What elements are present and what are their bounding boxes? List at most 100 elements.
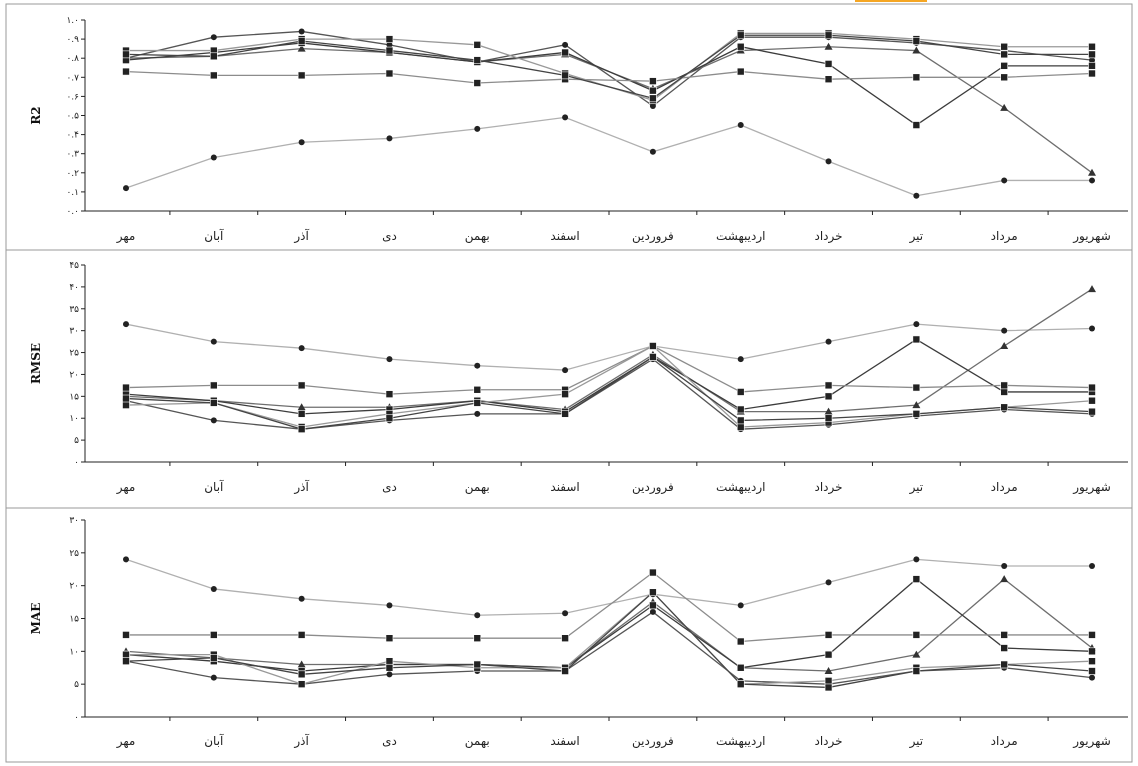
- data-point: [386, 356, 393, 363]
- data-point: [473, 56, 482, 64]
- series-line: [125, 578, 1093, 672]
- data-point: [649, 77, 657, 85]
- series-line: [125, 34, 1092, 100]
- data-point: [912, 383, 921, 392]
- x-tick-label: شهریور: [1072, 480, 1111, 495]
- data-point: [649, 148, 656, 155]
- panel-rmse: ۰ ۵ ۱۰ ۱۵ ۲۰ ۲۵ ۳۰ ۳۵ ۴۰ ۴۵ مهر آبان آذر دی بهمن اسفند ف…: [29, 261, 1128, 495]
- y-tick-label: ۰.۰: [66, 207, 79, 217]
- data-point: [824, 677, 833, 685]
- series-4: [122, 39, 1096, 129]
- y-tick-label: ۵: [74, 436, 79, 446]
- data-point: [1089, 562, 1095, 569]
- data-point: [297, 381, 306, 390]
- data-point: [912, 335, 921, 344]
- data-point: [912, 401, 921, 409]
- data-point: [1088, 407, 1096, 416]
- y-tick-label: ۵: [74, 680, 79, 690]
- data-point: [297, 410, 306, 418]
- y-tick-label: ۴۵: [69, 261, 79, 271]
- x-tick-label: آبان: [204, 479, 224, 494]
- data-point: [824, 42, 833, 50]
- data-point: [1088, 647, 1096, 656]
- data-point: [561, 410, 569, 418]
- data-point: [1088, 69, 1096, 78]
- series-7: [122, 588, 1096, 692]
- data-point: [210, 34, 217, 41]
- y-tick-label: ۱.۰: [66, 16, 79, 26]
- x-tick-label: دی: [382, 229, 397, 243]
- data-point: [298, 595, 305, 602]
- data-point: [562, 41, 569, 48]
- data-point: [122, 657, 130, 665]
- data-point: [210, 154, 217, 161]
- data-point: [385, 390, 394, 398]
- data-point: [824, 631, 833, 639]
- data-point: [297, 680, 306, 688]
- data-point: [1088, 50, 1096, 59]
- data-point: [825, 158, 832, 165]
- data-point: [1089, 177, 1095, 184]
- x-tick-label: مهر: [116, 734, 136, 749]
- data-point: [562, 367, 569, 374]
- data-point: [1001, 177, 1008, 184]
- data-point: [123, 556, 129, 563]
- data-point: [736, 388, 745, 396]
- x-tick-label: فروردین: [632, 229, 674, 244]
- window-accent-strip: [855, 0, 927, 2]
- x-tick-label: خرداد: [815, 480, 843, 495]
- data-point: [1000, 73, 1008, 82]
- series-line: [125, 30, 1093, 107]
- x-tick-label: تیر: [909, 480, 924, 495]
- data-point: [912, 37, 921, 45]
- x-tick-label: اردیبهشت: [716, 734, 765, 749]
- y-tick-label: ۰.۵: [66, 112, 79, 122]
- data-point: [210, 71, 218, 80]
- data-point: [297, 403, 306, 411]
- x-tick-label: تیر: [909, 229, 924, 244]
- y-tick-label: ۲۰: [69, 582, 79, 592]
- series-line: [125, 356, 1093, 430]
- y-tick-label: ۰.۹: [66, 35, 79, 45]
- data-point: [912, 667, 921, 675]
- x-tick-label: تیر: [909, 734, 924, 749]
- series-line: [126, 591, 1093, 685]
- data-point: [737, 602, 744, 609]
- data-point: [386, 602, 393, 609]
- data-point: [913, 556, 920, 563]
- data-point: [1088, 396, 1096, 405]
- data-point: [1000, 631, 1008, 639]
- data-point: [649, 608, 656, 615]
- data-point: [824, 75, 833, 84]
- data-point: [122, 50, 130, 59]
- y-tick-label: ۰: [74, 458, 79, 468]
- data-point: [298, 139, 305, 146]
- y-tick-label: ۰.۸: [66, 54, 79, 64]
- x-tick-label: مهر: [116, 480, 136, 495]
- series-3: [122, 285, 1096, 415]
- y-tick-label: ۱۰: [69, 414, 79, 424]
- data-point: [912, 575, 921, 583]
- data-point: [736, 637, 745, 646]
- y-tick-label: ۱۵: [69, 615, 79, 625]
- data-point: [473, 79, 482, 87]
- x-tick-label: مرداد: [991, 480, 1018, 495]
- series-1: [123, 114, 1095, 199]
- series-line: [125, 345, 1093, 395]
- series-line: [125, 323, 1093, 371]
- x-tick-label: مهر: [116, 229, 136, 244]
- y-axis-title: MAE: [29, 603, 43, 635]
- data-point: [210, 585, 217, 592]
- data-point: [912, 410, 921, 418]
- x-tick-label: مرداد: [991, 734, 1018, 749]
- x-tick-label: بهمن: [465, 229, 490, 244]
- data-point: [561, 390, 569, 398]
- data-point: [824, 60, 833, 68]
- data-point: [649, 601, 657, 610]
- data-point: [122, 383, 130, 392]
- data-point: [737, 356, 744, 363]
- data-point: [1000, 403, 1008, 412]
- data-point: [649, 568, 657, 577]
- data-point: [1000, 42, 1008, 51]
